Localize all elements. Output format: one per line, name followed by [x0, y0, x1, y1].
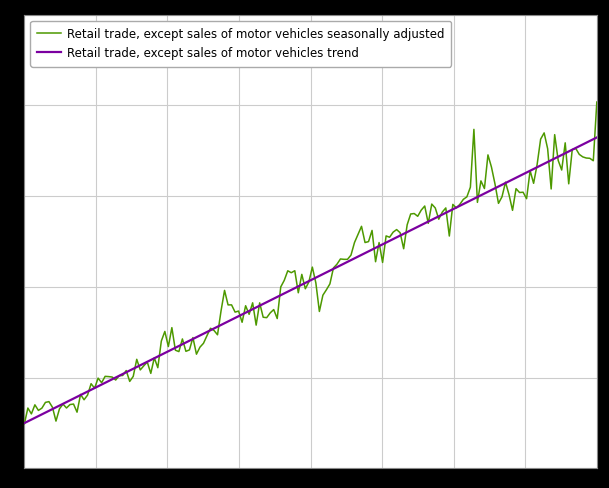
Retail trade, except sales of motor vehicles seasonally adjusted [463, 194, 471, 200]
Retail trade, except sales of motor vehicles trend [295, 284, 302, 289]
Retail trade, except sales of motor vehicles trend [565, 148, 572, 154]
Line: Retail trade, except sales of motor vehicles trend: Retail trade, except sales of motor vehi… [24, 138, 597, 423]
Line: Retail trade, except sales of motor vehicles seasonally adjusted: Retail trade, except sales of motor vehi… [24, 102, 597, 424]
Retail trade, except sales of motor vehicles trend [108, 376, 116, 382]
Retail trade, except sales of motor vehicles seasonally adjusted [593, 99, 600, 105]
Legend: Retail trade, except sales of motor vehicles seasonally adjusted, Retail trade, : Retail trade, except sales of motor vehi… [30, 20, 451, 67]
Retail trade, except sales of motor vehicles trend [253, 305, 260, 310]
Retail trade, except sales of motor vehicles trend [593, 135, 600, 141]
Retail trade, except sales of motor vehicles trend [21, 420, 28, 426]
Retail trade, except sales of motor vehicles seasonally adjusted [295, 290, 302, 296]
Retail trade, except sales of motor vehicles seasonally adjusted [565, 181, 572, 187]
Retail trade, except sales of motor vehicles seasonally adjusted [253, 322, 260, 328]
Retail trade, except sales of motor vehicles seasonally adjusted [108, 374, 116, 380]
Retail trade, except sales of motor vehicles trend [438, 212, 446, 218]
Retail trade, except sales of motor vehicles seasonally adjusted [438, 209, 446, 215]
Retail trade, except sales of motor vehicles seasonally adjusted [21, 421, 28, 427]
Retail trade, except sales of motor vehicles trend [463, 200, 471, 205]
